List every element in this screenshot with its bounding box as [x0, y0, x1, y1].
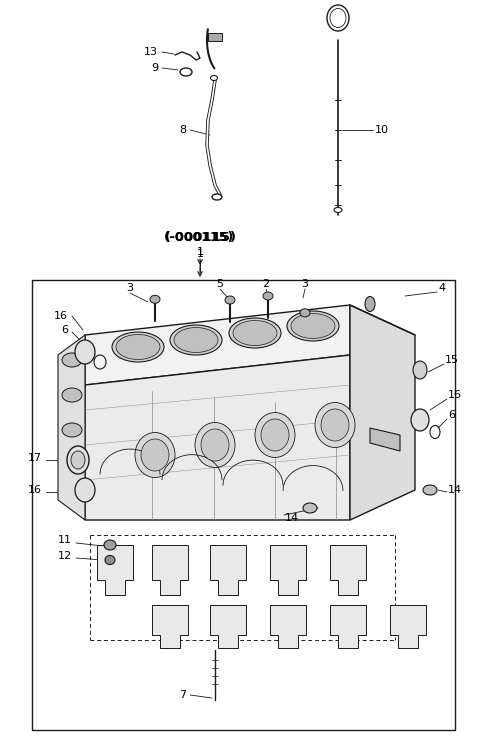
Text: 4: 4 — [438, 283, 445, 293]
Text: (-000115): (-000115) — [164, 231, 237, 245]
Ellipse shape — [112, 332, 164, 362]
Text: 15: 15 — [445, 355, 459, 365]
Ellipse shape — [75, 340, 95, 364]
Ellipse shape — [291, 313, 335, 339]
Ellipse shape — [104, 540, 116, 550]
Ellipse shape — [211, 76, 217, 81]
Ellipse shape — [141, 439, 169, 471]
Text: 10: 10 — [375, 125, 389, 135]
Polygon shape — [210, 605, 246, 648]
Ellipse shape — [233, 321, 277, 345]
Text: 14: 14 — [285, 513, 299, 523]
Ellipse shape — [75, 478, 95, 502]
Ellipse shape — [334, 207, 342, 213]
Text: 17: 17 — [28, 453, 42, 463]
Polygon shape — [152, 545, 188, 595]
Polygon shape — [58, 335, 85, 520]
Polygon shape — [152, 605, 188, 648]
Ellipse shape — [62, 388, 82, 402]
Ellipse shape — [411, 409, 429, 431]
Ellipse shape — [303, 503, 317, 513]
Ellipse shape — [116, 334, 160, 359]
Text: 14: 14 — [448, 485, 462, 495]
Ellipse shape — [225, 296, 235, 304]
Ellipse shape — [365, 296, 375, 311]
Text: 1: 1 — [196, 249, 204, 259]
Text: 16: 16 — [54, 311, 68, 321]
Text: 3: 3 — [127, 283, 133, 293]
Polygon shape — [85, 355, 350, 520]
Text: 3: 3 — [301, 279, 309, 289]
Ellipse shape — [261, 419, 289, 451]
Polygon shape — [97, 545, 133, 595]
Text: 11: 11 — [58, 535, 72, 545]
Polygon shape — [270, 545, 306, 595]
Ellipse shape — [62, 353, 82, 367]
Text: 8: 8 — [179, 125, 186, 135]
Text: 13: 13 — [144, 47, 158, 57]
Text: 6: 6 — [61, 325, 68, 335]
Bar — [32, 280, 455, 730]
Ellipse shape — [195, 422, 235, 468]
Ellipse shape — [71, 451, 85, 469]
Text: (-000115): (-000115) — [165, 231, 235, 245]
Text: 9: 9 — [151, 63, 158, 73]
Polygon shape — [370, 428, 400, 451]
Ellipse shape — [150, 296, 160, 303]
Text: 16: 16 — [28, 485, 42, 495]
Ellipse shape — [255, 413, 295, 457]
Polygon shape — [330, 605, 366, 648]
Ellipse shape — [201, 429, 229, 461]
Polygon shape — [208, 33, 222, 41]
Text: 2: 2 — [263, 279, 270, 289]
Ellipse shape — [413, 361, 427, 379]
Text: 6: 6 — [448, 410, 455, 420]
Ellipse shape — [287, 311, 339, 341]
Ellipse shape — [315, 402, 355, 448]
Ellipse shape — [174, 328, 218, 353]
Ellipse shape — [62, 423, 82, 437]
Ellipse shape — [170, 325, 222, 355]
Ellipse shape — [423, 485, 437, 495]
Text: 12: 12 — [58, 551, 72, 561]
Ellipse shape — [330, 8, 346, 27]
Text: 16: 16 — [448, 390, 462, 400]
Ellipse shape — [321, 409, 349, 441]
Ellipse shape — [263, 292, 273, 300]
Ellipse shape — [180, 68, 192, 76]
Ellipse shape — [327, 5, 349, 31]
Polygon shape — [330, 545, 366, 595]
Polygon shape — [350, 305, 415, 520]
Polygon shape — [270, 605, 306, 648]
Ellipse shape — [212, 194, 222, 200]
Ellipse shape — [300, 309, 310, 317]
Text: 1: 1 — [196, 247, 204, 257]
Polygon shape — [390, 605, 426, 648]
Ellipse shape — [105, 556, 115, 565]
Text: 7: 7 — [179, 690, 186, 700]
Ellipse shape — [67, 446, 89, 474]
Polygon shape — [210, 545, 246, 595]
Ellipse shape — [229, 318, 281, 348]
Polygon shape — [85, 305, 350, 385]
Ellipse shape — [135, 433, 175, 477]
Text: 5: 5 — [216, 279, 224, 289]
